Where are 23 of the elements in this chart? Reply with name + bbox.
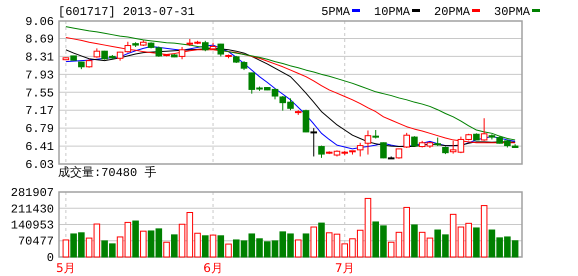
x-tick-label: 6月 <box>203 261 223 275</box>
y-tick-label: 7.55 <box>25 86 54 100</box>
y-tick-label: 8.69 <box>25 32 54 46</box>
legend-label: 5PMA <box>321 5 351 19</box>
y-tick-label: 281907 <box>10 186 54 200</box>
y-tick-label: 211430 <box>10 202 54 216</box>
y-tick-label: 6.79 <box>25 122 54 136</box>
x-tick-label: 5月 <box>56 261 76 275</box>
legend-label: 10PMA <box>374 5 411 19</box>
y-tick-label: 7.93 <box>25 68 54 82</box>
y-tick-label: 140953 <box>10 218 54 232</box>
y-tick-label: 6.41 <box>25 140 54 154</box>
y-tick-label: 0 <box>46 251 54 265</box>
chart-title: [601717] 2013-07-31 <box>58 5 195 19</box>
legend-label: 20PMA <box>434 5 471 19</box>
y-tick-label: 8.31 <box>25 50 54 64</box>
y-tick-label: 70477 <box>18 234 54 249</box>
y-tick-label: 9.06 <box>25 15 54 29</box>
y-tick-label: 7.17 <box>25 104 54 118</box>
legend-label: 30PMA <box>494 5 531 19</box>
y-tick-label: 6.03 <box>25 158 54 172</box>
x-tick-label: 7月 <box>334 261 355 275</box>
chart-title: 成交量:70480 手 <box>58 165 156 180</box>
